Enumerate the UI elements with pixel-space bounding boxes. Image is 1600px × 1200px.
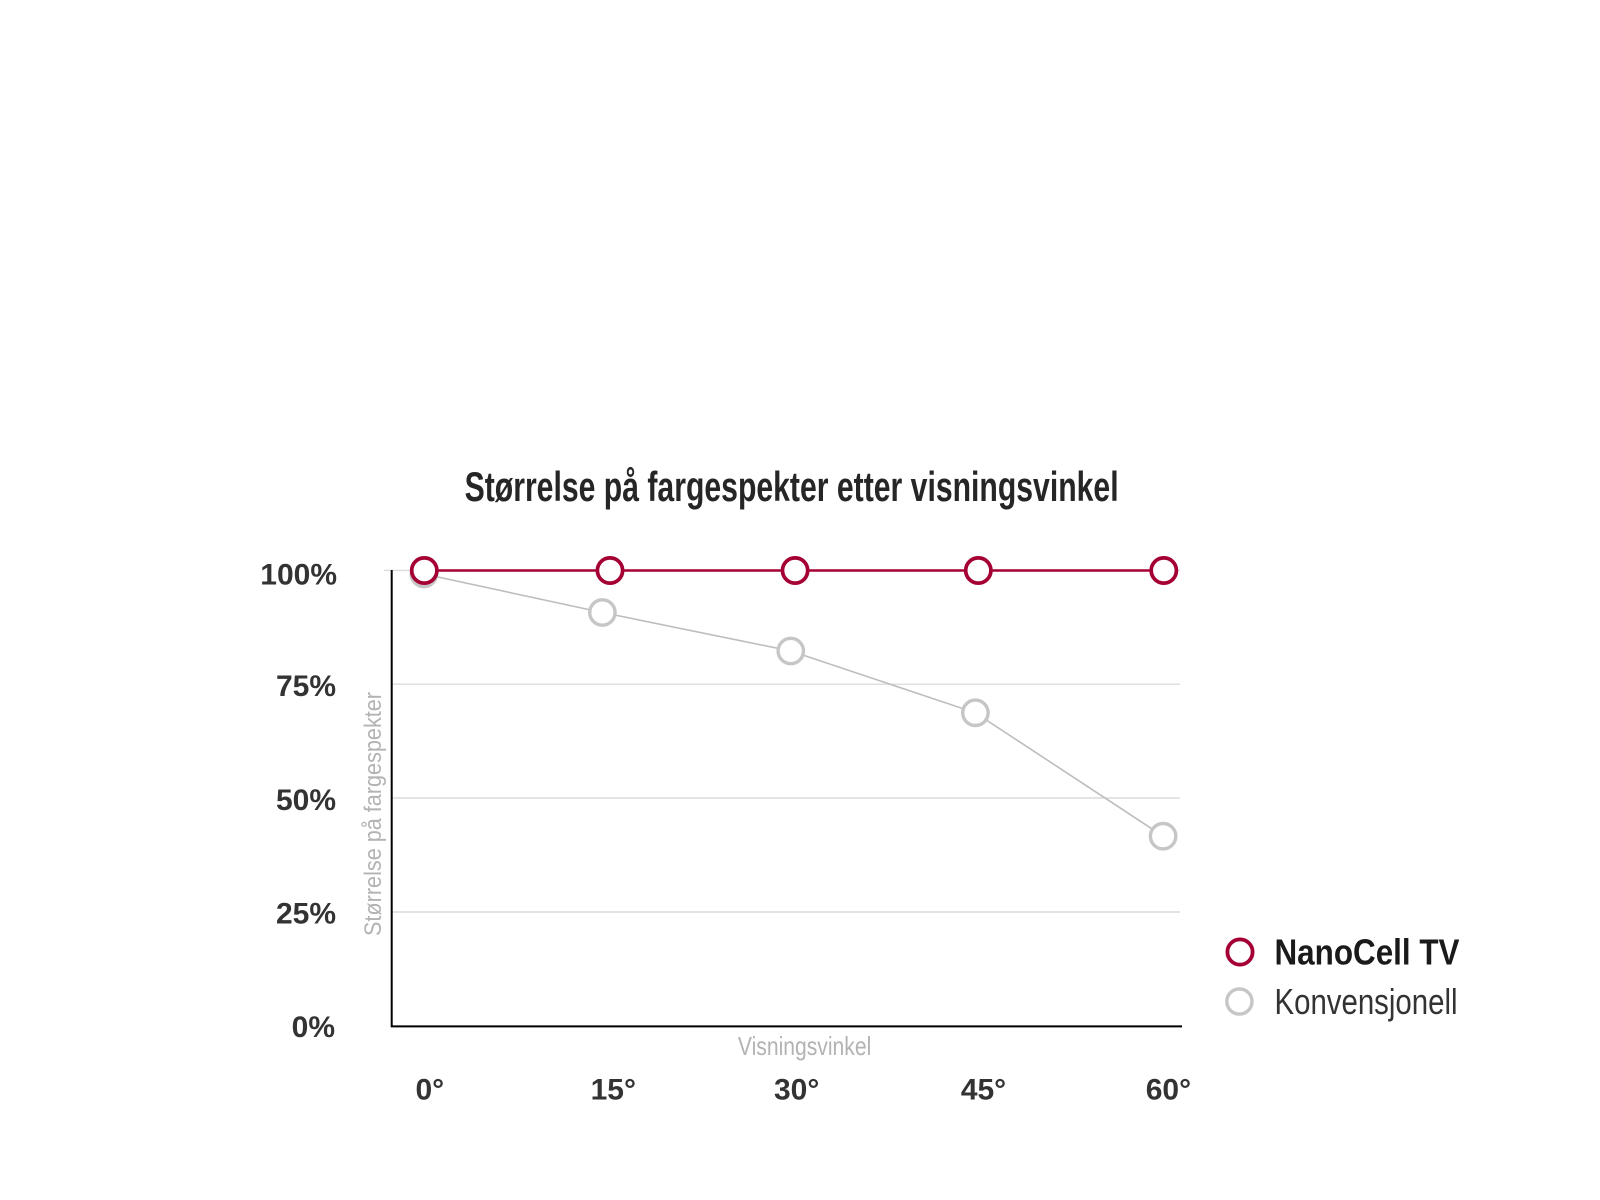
- svg-text:30°: 30°: [774, 1074, 819, 1107]
- svg-text:Visningsvinkel: Visningsvinkel: [738, 1031, 871, 1061]
- svg-text:75%: 75%: [276, 670, 336, 703]
- svg-text:60°: 60°: [1146, 1074, 1191, 1107]
- svg-text:0°: 0°: [415, 1074, 444, 1107]
- svg-text:NanoCell TV: NanoCell TV: [1275, 932, 1460, 973]
- svg-text:100%: 100%: [260, 559, 337, 592]
- svg-text:Størrelse på fargespekter: Størrelse på fargespekter: [360, 692, 387, 936]
- svg-text:15°: 15°: [591, 1074, 636, 1107]
- svg-text:Konvensjonell: Konvensjonell: [1275, 981, 1458, 1022]
- svg-text:45°: 45°: [961, 1074, 1006, 1107]
- svg-text:25%: 25%: [276, 898, 336, 931]
- svg-text:Størrelse på fargespekter ette: Størrelse på fargespekter etter visnings…: [465, 463, 1119, 510]
- svg-text:50%: 50%: [276, 784, 336, 817]
- svg-text:0%: 0%: [292, 1011, 335, 1044]
